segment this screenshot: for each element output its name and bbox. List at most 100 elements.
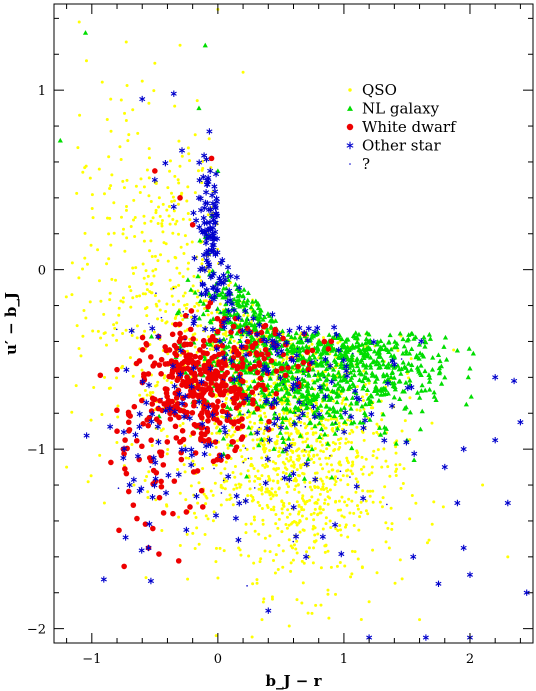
nl-galaxy-point bbox=[237, 324, 243, 329]
qso-point bbox=[301, 494, 305, 498]
qso-point bbox=[351, 462, 355, 466]
other-star-point bbox=[209, 411, 216, 419]
qso-point bbox=[227, 283, 231, 287]
qso-point bbox=[160, 528, 164, 532]
nl-galaxy-point bbox=[327, 412, 333, 418]
qso-point bbox=[314, 539, 318, 543]
qso-point bbox=[299, 466, 303, 470]
qso-point bbox=[349, 575, 353, 579]
nl-galaxy-point bbox=[380, 357, 386, 363]
nl-galaxy-point bbox=[391, 344, 398, 350]
nl-galaxy-point bbox=[361, 351, 367, 357]
qso-point bbox=[384, 521, 388, 525]
qso-point bbox=[293, 487, 297, 491]
qso-point bbox=[169, 381, 173, 385]
series- bbox=[115, 252, 403, 587]
qso-point bbox=[76, 146, 80, 150]
qso-point bbox=[251, 582, 255, 586]
nl-galaxy-point bbox=[356, 377, 363, 382]
unknown-point bbox=[184, 338, 186, 341]
other-star-point bbox=[138, 547, 145, 554]
qso-point bbox=[310, 408, 314, 412]
qso-point bbox=[333, 442, 337, 446]
other-star-point bbox=[120, 454, 127, 462]
unknown-point bbox=[203, 404, 206, 406]
qso-point bbox=[306, 431, 310, 435]
white-dwarf-point bbox=[252, 340, 259, 347]
nl-galaxy-point bbox=[360, 385, 366, 391]
qso-point bbox=[149, 219, 153, 223]
other-star-point bbox=[202, 325, 209, 333]
qso-point bbox=[318, 507, 322, 511]
other-star-point bbox=[244, 395, 251, 402]
other-star-point bbox=[238, 343, 245, 350]
qso-point bbox=[263, 411, 267, 415]
nl-galaxy-point bbox=[454, 347, 460, 353]
other-star-point bbox=[296, 324, 303, 332]
nl-galaxy-point bbox=[338, 364, 344, 369]
qso-point bbox=[241, 70, 245, 74]
nl-galaxy-point bbox=[402, 405, 408, 411]
qso-point bbox=[79, 354, 83, 358]
other-star-point bbox=[342, 409, 349, 416]
nl-galaxy-point bbox=[223, 344, 229, 349]
unknown-point bbox=[246, 585, 248, 587]
qso-point bbox=[245, 447, 249, 451]
qso-point bbox=[364, 457, 368, 461]
qso-point bbox=[337, 447, 341, 451]
other-star-point bbox=[162, 160, 169, 167]
qso-point bbox=[249, 522, 253, 526]
qso-point bbox=[253, 421, 257, 425]
unknown-point bbox=[305, 403, 308, 406]
qso-point bbox=[301, 463, 305, 467]
nl-galaxy-point bbox=[361, 355, 367, 361]
nl-galaxy-point bbox=[243, 318, 250, 324]
qso-point bbox=[161, 427, 165, 431]
qso-point bbox=[132, 483, 136, 487]
qso-point bbox=[292, 463, 296, 467]
nl-galaxy-point bbox=[367, 417, 373, 422]
qso-point bbox=[316, 498, 320, 502]
qso-point bbox=[218, 431, 222, 435]
white-dwarf-point bbox=[209, 355, 215, 361]
qso-point bbox=[358, 408, 362, 412]
nl-galaxy-point bbox=[426, 379, 433, 384]
qso-point bbox=[326, 418, 330, 422]
qso-point bbox=[335, 469, 339, 473]
white-dwarf-point bbox=[190, 430, 197, 436]
series-other-star bbox=[83, 90, 530, 641]
nl-galaxy-point bbox=[363, 412, 369, 418]
nl-galaxy-point bbox=[338, 406, 344, 412]
qso-point bbox=[133, 234, 137, 238]
qso-point bbox=[142, 239, 146, 243]
white-dwarf-point bbox=[205, 436, 212, 443]
qso-point bbox=[184, 456, 188, 460]
nl-galaxy-point bbox=[318, 388, 325, 394]
other-star-point bbox=[188, 446, 195, 453]
unknown-point bbox=[300, 424, 302, 427]
qso-point bbox=[313, 447, 317, 451]
qso-point bbox=[77, 276, 81, 280]
nl-galaxy-point bbox=[57, 137, 63, 143]
nl-galaxy-point bbox=[354, 363, 360, 369]
qso-point bbox=[78, 113, 82, 117]
white-dwarf-point bbox=[179, 427, 186, 434]
qso-point bbox=[192, 274, 196, 278]
qso-point bbox=[112, 231, 116, 235]
nl-galaxy-point bbox=[260, 316, 266, 322]
other-star-point bbox=[181, 413, 188, 420]
nl-galaxy-point bbox=[319, 370, 326, 375]
nl-galaxy-point bbox=[369, 373, 375, 378]
white-dwarf-point bbox=[240, 399, 247, 406]
nl-galaxy-point bbox=[247, 383, 254, 389]
qso-point bbox=[305, 517, 309, 521]
qso-point bbox=[192, 511, 196, 515]
qso-point bbox=[178, 43, 182, 47]
qso-point bbox=[301, 528, 305, 532]
qso-point bbox=[371, 489, 375, 493]
qso-point bbox=[191, 284, 195, 288]
other-star-point bbox=[384, 380, 391, 387]
qso-point bbox=[329, 526, 333, 530]
qso-point bbox=[131, 374, 135, 378]
qso-point bbox=[395, 467, 399, 471]
